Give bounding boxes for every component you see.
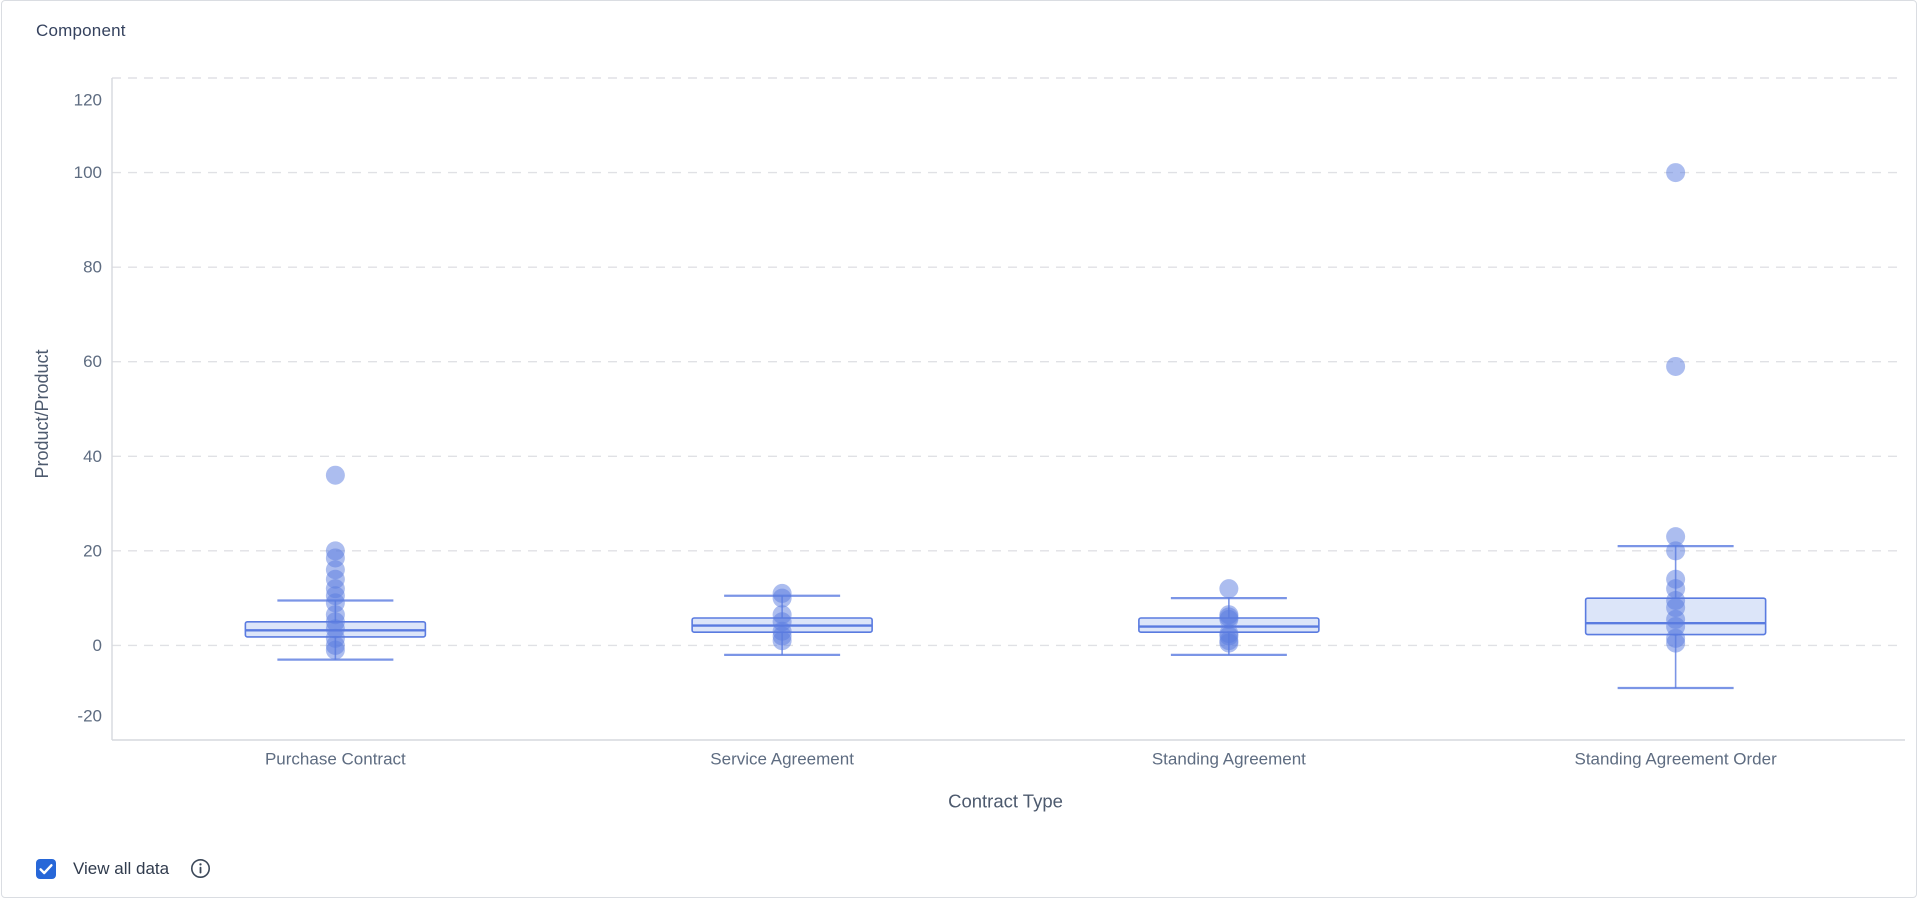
page-title: Component <box>36 21 126 40</box>
data-point[interactable] <box>1666 163 1686 183</box>
y-axis-title: Product/Product <box>32 349 52 478</box>
data-point[interactable] <box>1219 633 1239 653</box>
data-point[interactable] <box>772 588 792 608</box>
x-category-label: Purchase Contract <box>265 750 406 769</box>
y-tick-label: 60 <box>83 352 102 371</box>
data-point[interactable] <box>325 640 345 660</box>
y-tick-label: 80 <box>83 258 102 277</box>
view-all-label: View all data <box>73 858 170 878</box>
data-point[interactable] <box>325 465 345 485</box>
x-category-label: Service Agreement <box>710 750 854 769</box>
data-point[interactable] <box>1666 633 1686 653</box>
data-point[interactable] <box>1219 579 1239 599</box>
x-category-label: Standing Agreement <box>1152 750 1306 769</box>
y-tick-label: 0 <box>93 636 102 655</box>
y-tick-label: -20 <box>77 707 102 726</box>
data-point[interactable] <box>1666 541 1686 561</box>
x-axis-title: Contract Type <box>948 791 1063 812</box>
checkmark-icon <box>39 863 53 874</box>
data-point[interactable] <box>1666 527 1686 547</box>
view-all-data-control: View all data <box>36 858 211 879</box>
x-category-label: Standing Agreement Order <box>1575 750 1778 769</box>
data-point[interactable] <box>1219 609 1239 629</box>
y-tick-label: 40 <box>83 447 102 466</box>
info-icon[interactable] <box>190 858 211 879</box>
data-point[interactable] <box>772 631 792 651</box>
data-point[interactable] <box>1666 356 1686 376</box>
y-tick-label: 100 <box>74 163 102 182</box>
y-tick-label: 20 <box>83 541 102 560</box>
view-all-checkbox[interactable] <box>36 858 56 879</box>
y-tick-label: 120 <box>74 91 102 110</box>
